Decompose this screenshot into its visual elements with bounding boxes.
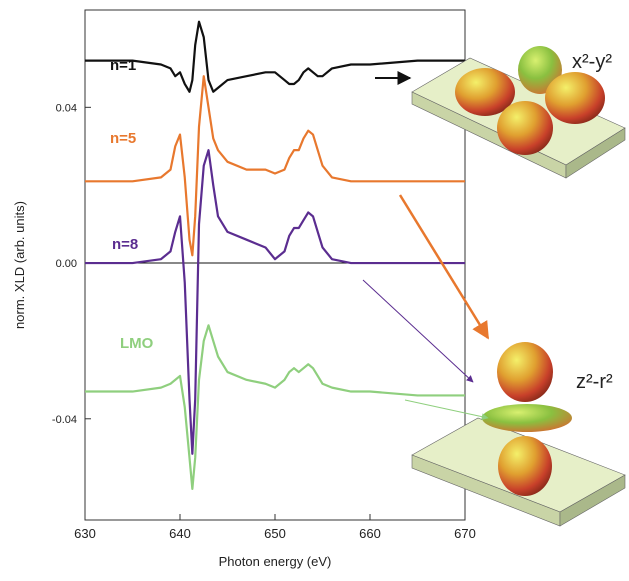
- series-line: [85, 149, 465, 455]
- arrow: [362, 279, 474, 383]
- plot-frame: [84, 9, 466, 521]
- plot-area: 630 640 650 660 670 -0.04 0.00 0.04 n=1 n=5 n=8 LMO: [52, 20, 476, 541]
- x-axis-label: Photon energy (eV): [219, 554, 332, 569]
- series-line: [85, 20, 465, 93]
- arrow: [404, 399, 489, 421]
- series-label: n=1: [110, 57, 136, 74]
- x-tick-label: 660: [359, 526, 381, 541]
- x-tick-label: 670: [454, 526, 476, 541]
- orbital-z2-r2: [411, 342, 626, 527]
- y-tick-label: 0.00: [56, 258, 77, 270]
- annotation: z²-r²: [576, 371, 613, 393]
- series-line: [85, 324, 465, 490]
- series-label: LMO: [120, 335, 154, 352]
- x-tick-label: 640: [169, 526, 191, 541]
- series-label: n=5: [110, 130, 136, 147]
- y-tick-label: -0.04: [52, 414, 77, 426]
- series-label: n=8: [112, 236, 138, 253]
- y-axis-label: norm. XLD (arb. units): [12, 201, 27, 329]
- orbital-x2-y2: [411, 46, 626, 179]
- x-tick-label: 650: [264, 526, 286, 541]
- y-tick-label: 0.04: [56, 102, 77, 114]
- x-tick-label: 630: [74, 526, 96, 541]
- arrow: [398, 194, 490, 340]
- annotation: x²-y²: [572, 51, 612, 73]
- series-line: [85, 75, 465, 257]
